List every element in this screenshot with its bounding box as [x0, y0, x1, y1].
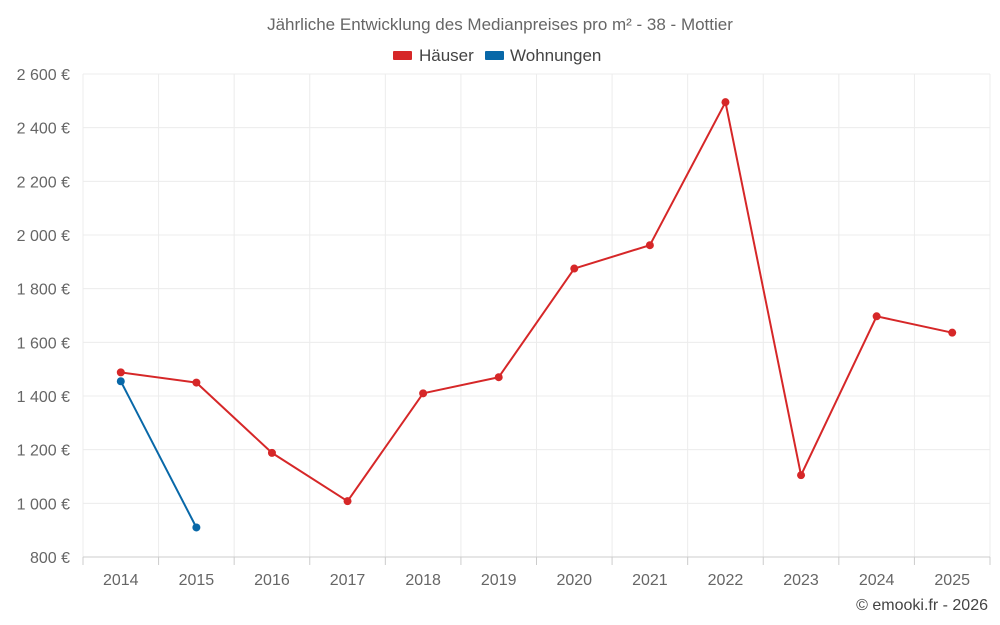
legend-swatch-wohnungen	[485, 51, 504, 60]
data-point-haeuser	[419, 389, 428, 398]
x-tick-label: 2015	[179, 572, 215, 589]
x-tick-label: 2017	[330, 572, 366, 589]
x-tick-label: 2019	[481, 572, 517, 589]
credit-text: © emooki.fr - 2026	[856, 597, 988, 614]
data-point-haeuser	[267, 448, 276, 457]
x-tick-label: 2022	[708, 572, 744, 589]
data-point-haeuser	[192, 378, 201, 387]
chart-title: Jährliche Entwicklung des Medianpreises …	[267, 15, 733, 34]
y-tick-label: 2 200 €	[17, 174, 70, 191]
axes: 800 € 1 000 € 1 200 € 1 400 € 1 600 € 1 800 €…	[17, 67, 991, 589]
y-tick-label: 800 €	[30, 550, 70, 567]
x-tick-label: 2021	[632, 572, 668, 589]
legend-label-haeuser[interactable]: Häuser	[419, 46, 474, 65]
data-point-haeuser	[645, 241, 654, 250]
y-tick-label: 1 600 €	[17, 335, 70, 352]
series-line-wohnungen	[119, 380, 198, 528]
series-line-haeuser	[120, 101, 953, 503]
data-point-haeuser	[494, 373, 503, 382]
y-tick-label: 1 400 €	[17, 389, 70, 406]
y-tick-label: 2 000 €	[17, 228, 70, 245]
y-tick-label: 1 200 €	[17, 443, 70, 460]
data-point-haeuser	[116, 368, 125, 377]
legend-label-wohnungen[interactable]: Wohnungen	[510, 46, 601, 65]
data-point-wohnungen	[192, 523, 201, 532]
data-point-haeuser	[343, 497, 352, 506]
x-tick-label: 2020	[556, 572, 592, 589]
data-point-wohnungen	[116, 377, 125, 386]
x-tick-label: 2024	[859, 572, 895, 589]
grid	[82, 73, 991, 557]
x-tick-label: 2018	[405, 572, 441, 589]
series	[116, 98, 957, 532]
y-tick-label: 1 000 €	[17, 496, 70, 513]
data-point-haeuser	[872, 312, 881, 321]
y-tick-label: 1 800 €	[17, 282, 70, 299]
data-point-haeuser	[721, 98, 730, 107]
x-tick-label: 2014	[103, 572, 139, 589]
data-point-haeuser	[948, 328, 957, 337]
y-tick-label: 2 400 €	[17, 121, 70, 138]
y-tick-label: 2 600 €	[17, 67, 70, 84]
x-tick-label: 2023	[783, 572, 819, 589]
x-tick-label: 2016	[254, 572, 290, 589]
legend: Häuser Wohnungen	[393, 46, 601, 65]
x-tick-label: 2025	[934, 572, 970, 589]
legend-swatch-haeuser	[393, 51, 412, 60]
data-point-haeuser	[797, 471, 806, 480]
data-point-haeuser	[570, 264, 579, 273]
